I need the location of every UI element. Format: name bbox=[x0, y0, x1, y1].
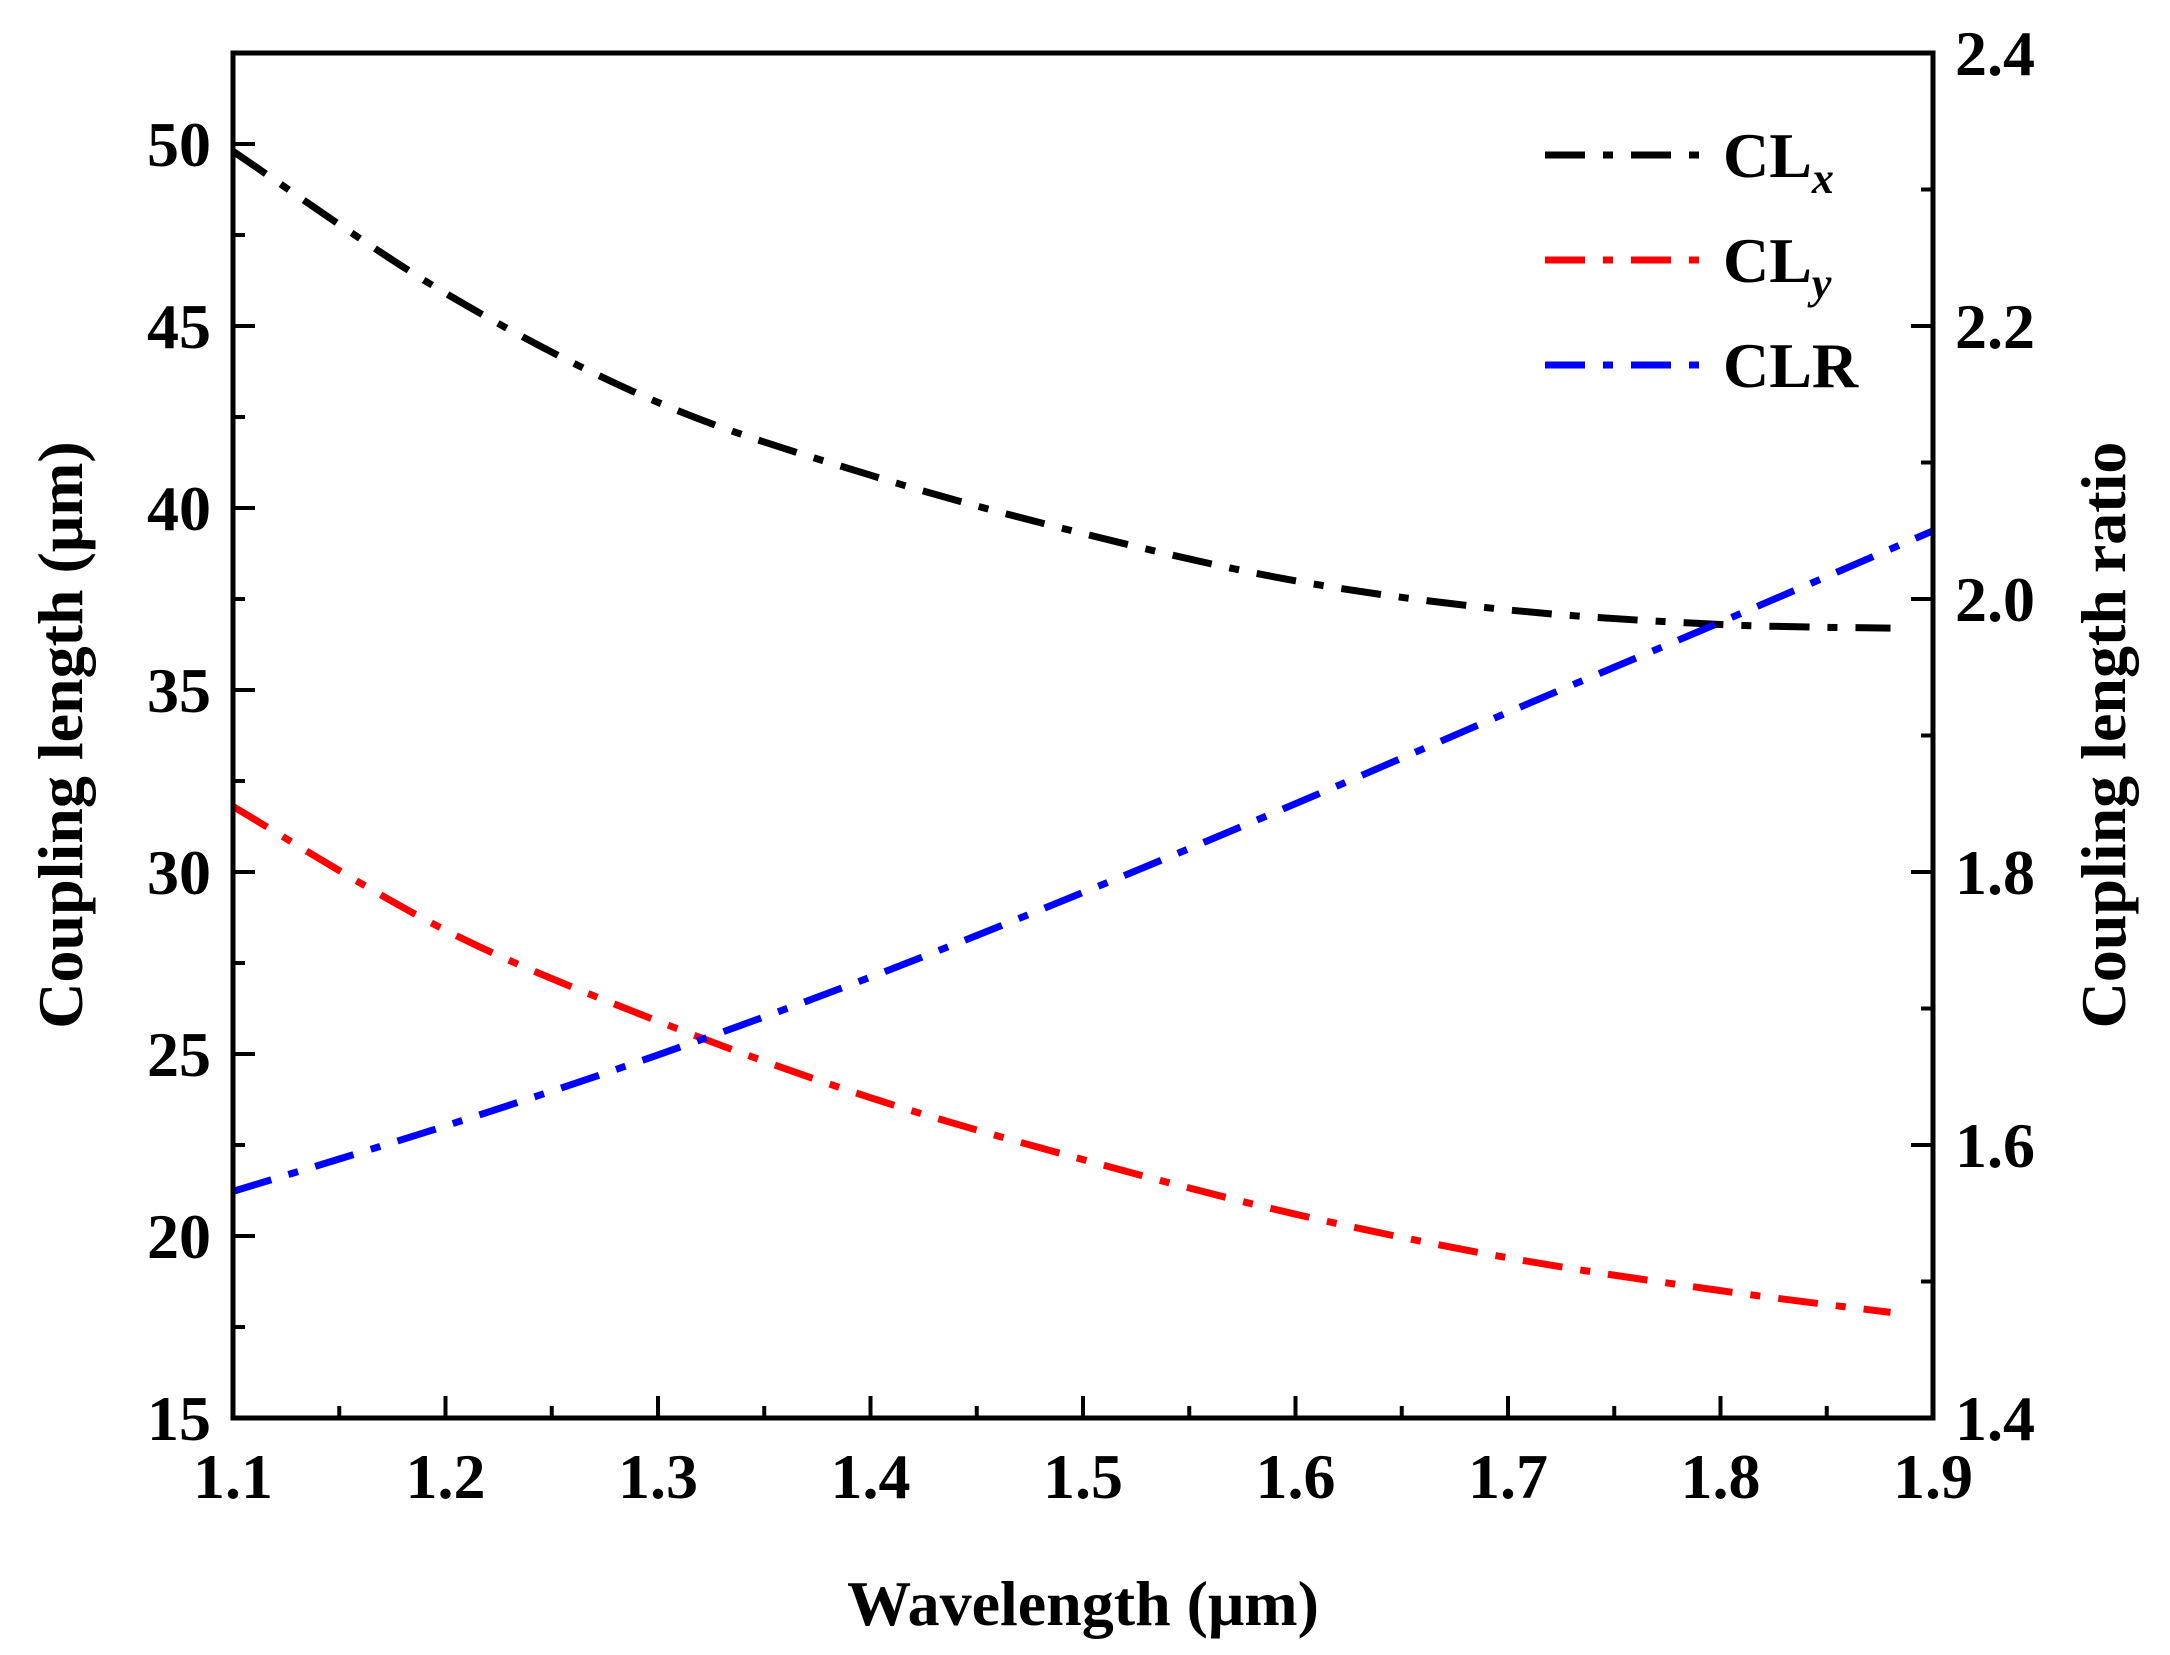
x-tick-label: 1.1 bbox=[193, 1441, 273, 1512]
x-tick-label: 1.6 bbox=[1256, 1441, 1336, 1512]
series-line-clr bbox=[231, 527, 1935, 1195]
x-tick-label: 1.5 bbox=[1043, 1441, 1123, 1512]
y-left-tick-label: 50 bbox=[147, 109, 211, 180]
x-tick-label: 1.7 bbox=[1468, 1441, 1548, 1512]
y-right-tick-label: 1.4 bbox=[1955, 1383, 2035, 1454]
y-right-tick-label: 2.4 bbox=[1955, 18, 2035, 89]
y-right-tick-label: 2.2 bbox=[1955, 291, 2035, 362]
series-line-cly bbox=[231, 803, 1891, 1316]
plot-frame bbox=[230, 50, 1936, 1421]
x-tick-label: 1.9 bbox=[1893, 1441, 1973, 1512]
y-left-tick-label: 25 bbox=[147, 1019, 211, 1090]
y-right-axis-title: Coupling length ratio bbox=[2068, 442, 2139, 1029]
legend: CLx CLy CLR bbox=[1545, 120, 1859, 401]
x-tick-label: 1.2 bbox=[406, 1441, 486, 1512]
legend-label-cly: CLy bbox=[1723, 225, 1832, 308]
labels-layer: 1.1 1.2 1.3 1.4 1.5 1.6 1.7 1.8 1.9 15 20 25 30 35 40 4… bbox=[147, 18, 2035, 1512]
y-right-tick-label: 2.0 bbox=[1955, 564, 2035, 635]
y-left-tick-label: 20 bbox=[147, 1201, 211, 1272]
x-axis-title: Wavelength (μm) bbox=[847, 1568, 1319, 1639]
y-right-tick-label: 1.6 bbox=[1955, 1110, 2035, 1181]
ticks-layer bbox=[231, 51, 1935, 1420]
legend-label-clx: CLx bbox=[1723, 120, 1834, 203]
y-left-axis-title: Coupling length (μm) bbox=[25, 441, 96, 1028]
x-tick-label: 1.8 bbox=[1681, 1441, 1761, 1512]
legend-label-clr: CLR bbox=[1723, 330, 1859, 401]
y-left-tick-label: 40 bbox=[147, 473, 211, 544]
series-layer bbox=[231, 148, 1935, 1316]
y-right-tick-label: 1.8 bbox=[1955, 837, 2035, 908]
series-line-clx bbox=[231, 148, 1891, 632]
y-left-tick-label: 30 bbox=[147, 837, 211, 908]
x-tick-label: 1.4 bbox=[831, 1441, 911, 1512]
y-left-tick-label: 35 bbox=[147, 655, 211, 726]
y-left-tick-label: 45 bbox=[147, 291, 211, 362]
x-tick-label: 1.3 bbox=[618, 1441, 698, 1512]
y-left-tick-label: 15 bbox=[147, 1383, 211, 1454]
